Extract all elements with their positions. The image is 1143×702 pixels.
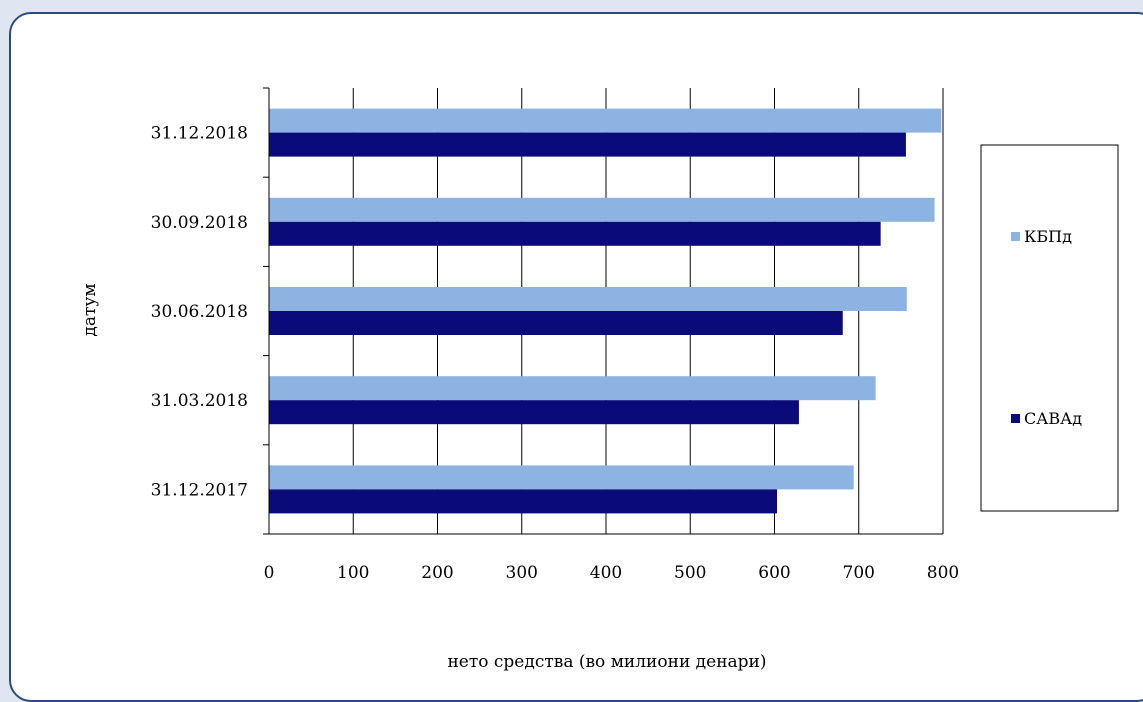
bar-КБПд-31.03.2018 — [269, 376, 876, 401]
y-tick-label-1: 31.03.2018 — [151, 391, 248, 411]
legend-swatch-kbpd — [1011, 232, 1020, 241]
x-tick-label-6: 600 — [758, 563, 790, 583]
x-tick-label-8: 800 — [927, 563, 959, 583]
x-tick-label-3: 300 — [506, 563, 538, 583]
legend-frame — [980, 144, 1119, 512]
legend-label-savad: САВАд — [1024, 409, 1082, 428]
x-tick-label-7: 700 — [843, 563, 875, 583]
y-tick-label-4: 31.12.2018 — [151, 124, 248, 144]
bar-САВАд-31.03.2018 — [269, 400, 799, 425]
y-tick-label-3: 30.09.2018 — [151, 213, 248, 233]
bar-САВАд-31.12.2017 — [269, 489, 778, 514]
x-tick-label-5: 500 — [674, 563, 706, 583]
y-tick-label-0: 31.12.2017 — [151, 480, 248, 500]
bar-КБПд-30.06.2018 — [269, 287, 907, 311]
x-tick-label-4: 400 — [590, 563, 622, 583]
legend-label-kbpd: КБПд — [1024, 227, 1072, 246]
x-tick-label-1: 100 — [337, 563, 369, 583]
y-axis-title: датум — [80, 283, 100, 336]
plot-area: 31.12.2017 31.03.2018 30.06.2018 30.09.2018… — [151, 87, 959, 583]
x-axis-title: нето средства (во милиони денари) — [447, 652, 766, 672]
bar-chart: 31.12.2017 31.03.2018 30.06.2018 30.09.2018… — [80, 87, 1119, 672]
bar-САВАд-30.09.2018 — [269, 221, 881, 246]
bar-КБПд-31.12.2017 — [269, 465, 854, 490]
bar-САВАд-31.12.2018 — [269, 132, 906, 157]
x-tick-label-2: 200 — [421, 563, 453, 583]
legend: КБПд САВАд — [980, 144, 1119, 512]
bar-КБПд-31.12.2018 — [269, 108, 942, 133]
bar-САВАд-30.06.2018 — [269, 311, 843, 335]
legend-swatch-savad — [1011, 414, 1020, 423]
bar-КБПд-30.09.2018 — [269, 197, 935, 222]
y-tick-label-2: 30.06.2018 — [151, 302, 248, 322]
x-tick-label-0: 0 — [264, 563, 275, 583]
